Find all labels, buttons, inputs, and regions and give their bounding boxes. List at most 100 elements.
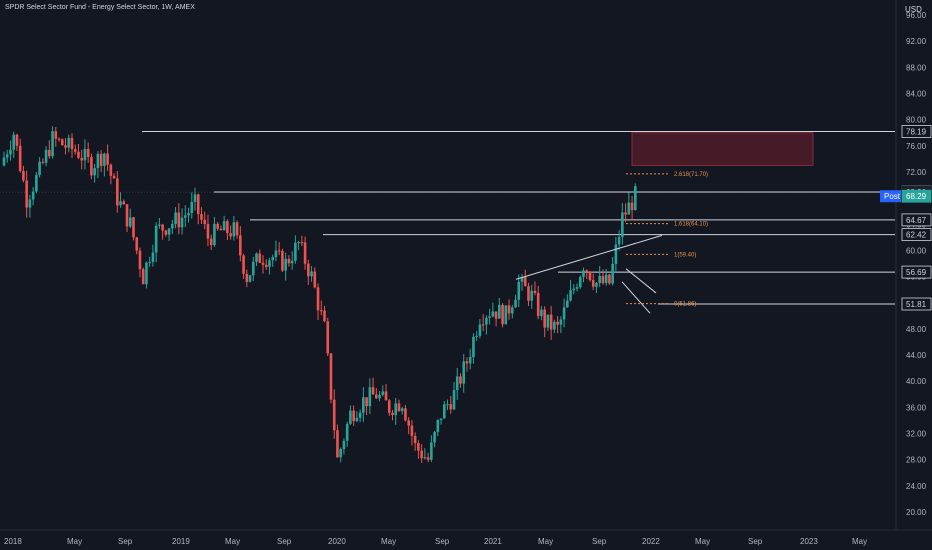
candle-body: [64, 145, 67, 148]
candle-body: [67, 137, 71, 148]
candle-body: [222, 221, 226, 231]
price-label: 51.81: [901, 297, 932, 311]
candle-body: [300, 242, 304, 244]
currency-label[interactable]: USD: [905, 5, 922, 14]
price-tick-label: 96.00: [906, 11, 927, 20]
candle-body: [498, 304, 501, 319]
candle-body: [258, 253, 262, 263]
candle-body: [271, 257, 275, 261]
price-label-text: 62.42: [906, 231, 927, 240]
candle-body: [132, 217, 135, 238]
candle-body: [536, 292, 540, 317]
price-tick-label: 40.00: [906, 377, 927, 386]
trend-line[interactable]: [625, 268, 657, 294]
candle-body: [206, 223, 210, 239]
price-tick-label: 92.00: [906, 37, 927, 46]
time-tick-label: 2023: [800, 537, 818, 546]
candle-body: [468, 357, 472, 364]
candle-body: [336, 430, 339, 458]
candle-body: [264, 264, 268, 267]
price-label-text: 78.19: [906, 127, 927, 136]
candlestick-series: [2, 126, 637, 463]
price-label-text: 51.81: [906, 300, 927, 309]
candle-body: [255, 253, 258, 262]
price-tick-label: 88.00: [906, 63, 927, 72]
price-label: 64.67: [901, 213, 932, 227]
candle-body: [491, 311, 495, 317]
time-tick-label: Sep: [118, 537, 133, 546]
candle-body: [627, 202, 631, 215]
symbol-title[interactable]: SPDR Select Sector Fund - Energy Select …: [5, 4, 195, 11]
candle-body: [57, 138, 61, 140]
candle-body: [268, 260, 271, 267]
target-zone: [631, 132, 814, 166]
candle-body: [167, 228, 171, 235]
trend-line[interactable]: [621, 281, 651, 314]
price-tick-label: 20.00: [906, 508, 927, 517]
price-tick-label: 36.00: [906, 403, 927, 412]
time-axis: 2018 May Sep 2019 May Sep 2020 May Sep 2021 May Sep…: [4, 537, 867, 546]
target-zone-rect: [631, 132, 814, 166]
candle-body: [553, 321, 556, 330]
candle-body: [235, 222, 239, 236]
candle-body: [2, 157, 6, 166]
time-tick-label: May: [538, 537, 553, 546]
price-tick-label: 76.00: [906, 142, 927, 151]
time-tick-label: May: [381, 537, 396, 546]
candle-body: [578, 277, 582, 288]
candle-body: [488, 316, 491, 318]
candle-body: [239, 235, 242, 256]
post-market-tag: Post: [884, 192, 901, 201]
price-tick-label: 48.00: [906, 325, 927, 334]
fib-level-label: 1.618(64.10): [674, 222, 708, 228]
candle-body: [566, 300, 569, 308]
trend-line[interactable]: [515, 234, 663, 280]
price-label-text: 64.67: [906, 216, 927, 225]
candle-body: [575, 287, 579, 289]
candle-body: [556, 321, 559, 325]
time-tick-label: Sep: [435, 537, 450, 546]
candle-body: [449, 404, 453, 410]
candle-body: [630, 202, 634, 211]
candle-body: [290, 260, 294, 264]
candle-body: [588, 271, 592, 281]
candle-body: [48, 149, 51, 157]
price-tick-label: 24.00: [906, 482, 927, 491]
candle-body: [44, 149, 48, 163]
candle-body: [313, 271, 317, 288]
candle-body: [611, 263, 614, 284]
candle-body: [307, 263, 310, 277]
candle-body: [523, 277, 527, 287]
candle-body: [193, 194, 197, 202]
candle-body: [572, 288, 576, 291]
candle-body: [462, 361, 466, 384]
candle-body: [339, 449, 342, 458]
time-tick-label: 2022: [642, 537, 660, 546]
fib-level-label: 1(59.40): [674, 252, 696, 258]
candle-body: [251, 261, 255, 276]
candle-body: [248, 275, 252, 282]
candle-body: [99, 153, 103, 166]
candle-body: [209, 238, 213, 246]
candle-body: [585, 270, 589, 272]
candle-body: [190, 201, 194, 213]
candle-body: [430, 442, 433, 460]
price-labels: 78.1968.9368.9068.29Post64.6762.4256.695…: [880, 125, 932, 311]
candle-body: [345, 423, 349, 441]
candle-body: [51, 131, 54, 157]
candle-body: [598, 276, 601, 283]
candle-body: [362, 397, 365, 413]
candle-body: [446, 404, 449, 406]
candle-body: [595, 282, 598, 287]
candle-body: [562, 307, 566, 320]
candle-body: [559, 319, 563, 325]
candle-body: [517, 281, 521, 300]
candle-body: [245, 273, 249, 282]
candle-body: [316, 287, 320, 311]
candle-body: [326, 321, 330, 354]
candle-body: [543, 309, 546, 328]
price-label-text: 56.69: [906, 268, 927, 277]
candle-body: [161, 224, 164, 231]
price-tick-label: 80.00: [906, 116, 927, 125]
